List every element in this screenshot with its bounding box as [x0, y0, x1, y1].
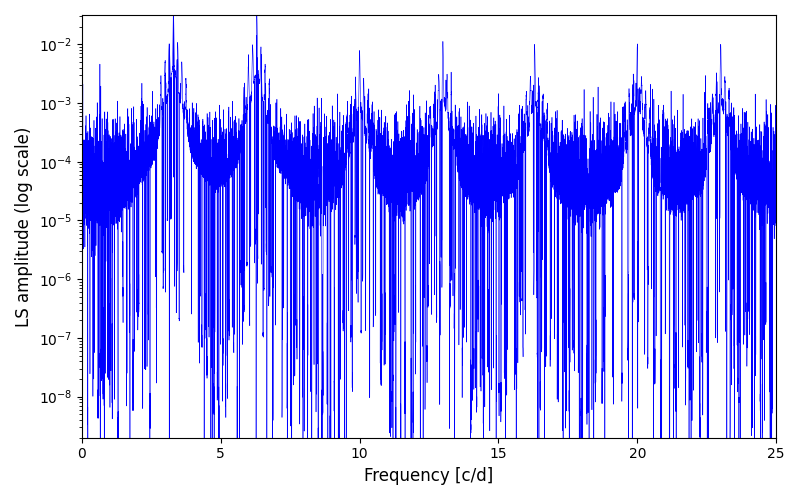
Y-axis label: LS amplitude (log scale): LS amplitude (log scale) — [15, 126, 33, 326]
X-axis label: Frequency [c/d]: Frequency [c/d] — [364, 467, 494, 485]
